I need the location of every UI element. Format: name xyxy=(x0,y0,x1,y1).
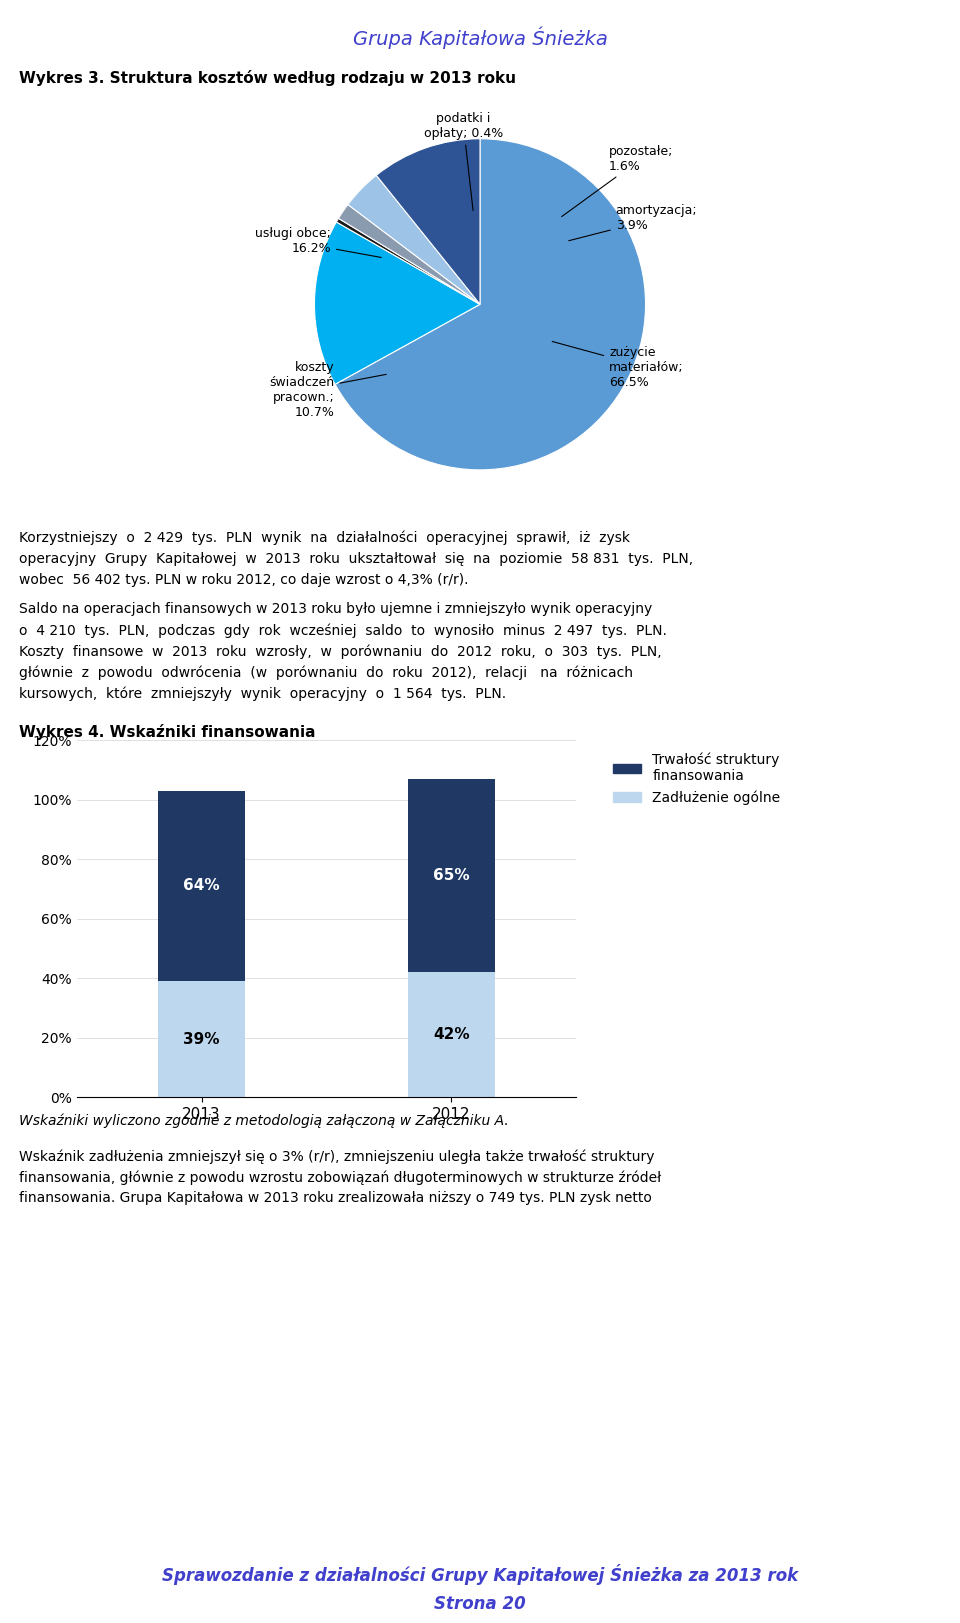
Wedge shape xyxy=(335,138,645,471)
Text: amortyzacja;
3.9%: amortyzacja; 3.9% xyxy=(568,204,697,240)
Legend: Trwałość struktury
finansowania, Zadłużenie ogólne: Trwałość struktury finansowania, Zadłuże… xyxy=(608,747,786,810)
Text: Sprawozdanie z działalności Grupy Kapitałowej Śnieżka za 2013 rok: Sprawozdanie z działalności Grupy Kapita… xyxy=(162,1565,798,1584)
Text: Wskaźnik zadłużenia zmniejszył się o 3% (r/r), zmniejszeniu uległa także trwałoś: Wskaźnik zadłużenia zmniejszył się o 3% … xyxy=(19,1149,655,1164)
Wedge shape xyxy=(339,204,480,305)
Text: o  4 210  tys.  PLN,  podczas  gdy  rok  wcześniej  saldo  to  wynosiło  minus  : o 4 210 tys. PLN, podczas gdy rok wcześn… xyxy=(19,623,667,638)
Text: Grupa Kapitałowa Śnieżka: Grupa Kapitałowa Śnieżka xyxy=(352,26,608,49)
Text: koszty
świadczeń
pracown.;
10.7%: koszty świadczeń pracown.; 10.7% xyxy=(269,362,386,419)
Text: głównie  z  powodu  odwrócenia  (w  porównaniu  do  roku  2012),  relacji   na  : głównie z powodu odwrócenia (w porównani… xyxy=(19,665,634,680)
Wedge shape xyxy=(315,222,480,385)
Text: pozostałe;
1.6%: pozostałe; 1.6% xyxy=(562,144,674,216)
Text: Wskaźniki wyliczono zgodnie z metodologią załączoną w Załączniku A.: Wskaźniki wyliczono zgodnie z metodologi… xyxy=(19,1113,509,1128)
Text: operacyjny  Grupy  Kapitałowej  w  2013  roku  ukształtował  się  na  poziomie  : operacyjny Grupy Kapitałowej w 2013 roku… xyxy=(19,552,693,566)
Text: Wykres 3. Struktura kosztów według rodzaju w 2013 roku: Wykres 3. Struktura kosztów według rodza… xyxy=(19,70,516,86)
Text: podatki i
opłaty; 0.4%: podatki i opłaty; 0.4% xyxy=(423,112,503,211)
Text: finansowania. Grupa Kapitałowa w 2013 roku zrealizowała niższy o 749 tys. PLN zy: finansowania. Grupa Kapitałowa w 2013 ro… xyxy=(19,1191,652,1206)
Wedge shape xyxy=(336,219,480,305)
Text: kursowych,  które  zmniejszyły  wynik  operacyjny  o  1 564  tys.  PLN.: kursowych, które zmniejszyły wynik opera… xyxy=(19,687,506,701)
Text: Saldo na operacjach finansowych w 2013 roku było ujemne i zmniejszyło wynik oper: Saldo na operacjach finansowych w 2013 r… xyxy=(19,602,653,617)
Bar xyxy=(157,790,245,980)
Text: 39%: 39% xyxy=(183,1032,220,1047)
Text: Strona 20: Strona 20 xyxy=(434,1594,526,1613)
Wedge shape xyxy=(376,138,480,305)
Text: Wykres 4. Wskaźniki finansowania: Wykres 4. Wskaźniki finansowania xyxy=(19,724,316,740)
Text: zużycie
materiałów;
66.5%: zużycie materiałów; 66.5% xyxy=(552,341,684,390)
Text: Koszty  finansowe  w  2013  roku  wzrosły,  w  porównaniu  do  2012  roku,  o  3: Koszty finansowe w 2013 roku wzrosły, w … xyxy=(19,644,661,659)
Text: wobec  56 402 tys. PLN w roku 2012, co daje wzrost o 4,3% (r/r).: wobec 56 402 tys. PLN w roku 2012, co da… xyxy=(19,573,468,588)
Text: 42%: 42% xyxy=(433,1027,469,1042)
Text: usługi obce;
16.2%: usługi obce; 16.2% xyxy=(255,227,381,258)
Bar xyxy=(407,779,495,972)
Bar xyxy=(407,972,495,1097)
Bar xyxy=(157,980,245,1097)
Text: 65%: 65% xyxy=(433,868,469,883)
Text: Korzystniejszy  o  2 429  tys.  PLN  wynik  na  działalności  operacyjnej  spraw: Korzystniejszy o 2 429 tys. PLN wynik na… xyxy=(19,531,630,545)
Text: 64%: 64% xyxy=(183,878,220,893)
Text: finansowania, głównie z powodu wzrostu zobowiązań długoterminowych w strukturze : finansowania, głównie z powodu wzrostu z… xyxy=(19,1170,661,1185)
Wedge shape xyxy=(348,175,480,305)
